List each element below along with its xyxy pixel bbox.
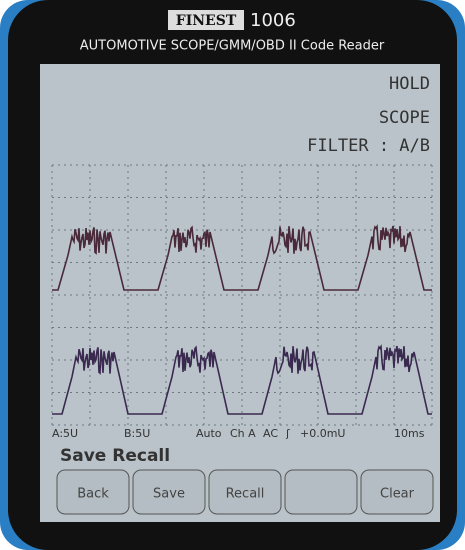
scope-bar-item: Auto <box>196 427 222 440</box>
scope-bar-item: 10ms <box>394 427 425 440</box>
menu-title: Save Recall <box>60 446 170 466</box>
scope-bar-item: Ch A <box>230 427 256 440</box>
brand: FINEST <box>176 13 237 29</box>
hold: HOLD <box>389 74 430 94</box>
scope-bar-item: +0.0mU <box>300 427 345 440</box>
subtitle: AUTOMOTIVE SCOPE/GMM/OBD II Code Reader <box>80 39 385 54</box>
buttons: Back Save Recall Clear <box>57 470 433 514</box>
button-label[interactable]: Recall <box>226 487 265 502</box>
scope-bar-item: AC <box>263 427 278 440</box>
model: 1006 <box>250 10 296 31</box>
button-label[interactable]: Clear <box>380 487 415 502</box>
device: FINEST 1006 AUTOMOTIVE SCOPE/GMM/OBD II … <box>0 0 465 550</box>
scope-bar-item: B:5U <box>124 427 150 440</box>
mode: SCOPE <box>379 108 430 128</box>
scope-bar-item: ʃ <box>285 427 290 440</box>
scope-bar-item: A:5U <box>52 427 78 440</box>
button-label[interactable]: Save <box>153 487 185 502</box>
button[interactable] <box>285 470 357 514</box>
filter: FILTER : A/B <box>307 136 430 156</box>
button-label[interactable]: Back <box>77 487 109 502</box>
